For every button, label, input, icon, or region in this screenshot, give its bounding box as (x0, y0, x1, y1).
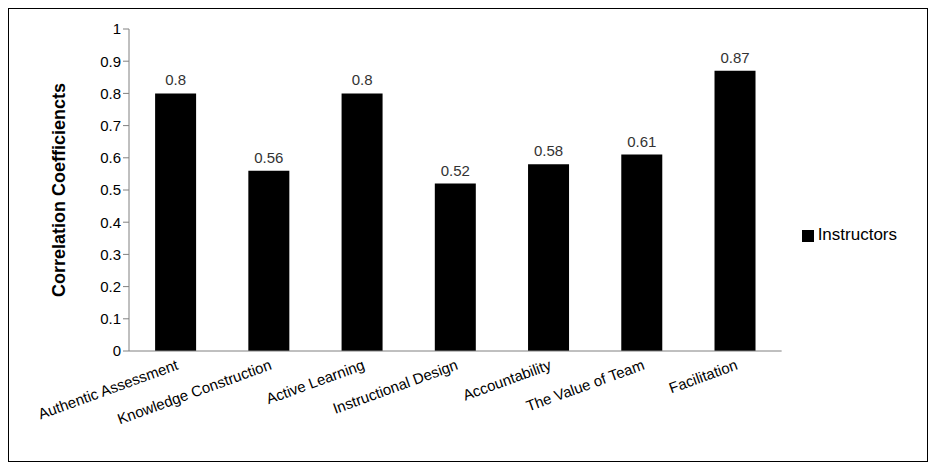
svg-text:0.87: 0.87 (720, 49, 749, 66)
html-text:Instructors: Instructors (817, 225, 897, 244)
svg-text:0.7: 0.7 (100, 117, 121, 134)
svg-text:0.9: 0.9 (100, 53, 121, 70)
svg-text:0.58: 0.58 (534, 142, 563, 159)
svg-text:0: 0 (113, 342, 121, 359)
svg-text:0.5: 0.5 (100, 181, 121, 198)
svg-text:0.52: 0.52 (441, 162, 470, 179)
svg-text:The Value of Team: The Value of Team (524, 356, 647, 415)
svg-text:0.1: 0.1 (100, 310, 121, 327)
svg-text:Facilitation: Facilitation (666, 356, 739, 396)
svg-text:1: 1 (113, 20, 121, 37)
svg-text:0.6: 0.6 (100, 149, 121, 166)
svg-text:0.4: 0.4 (100, 214, 121, 231)
svg-text:Correlation Coefficiencts: Correlation Coefficiencts (49, 83, 69, 297)
svg-text:Knowledge Construction: Knowledge Construction (115, 356, 274, 428)
svg-text:0.8: 0.8 (100, 85, 121, 102)
svg-text:0.61: 0.61 (627, 133, 656, 150)
svg-text:0.3: 0.3 (100, 246, 121, 263)
svg-text:0.2: 0.2 (100, 278, 121, 295)
svg-text:Instructional Design: Instructional Design (330, 356, 460, 417)
svg-text:0.8: 0.8 (352, 71, 373, 88)
svg-text:0.56: 0.56 (254, 149, 283, 166)
svg-text:Active Learning: Active Learning (263, 355, 367, 408)
svg-text:0.8: 0.8 (165, 71, 186, 88)
svg-text:Authentic Assessment: Authentic Assessment (35, 355, 181, 423)
svg-text:Accountability: Accountability (460, 355, 554, 404)
